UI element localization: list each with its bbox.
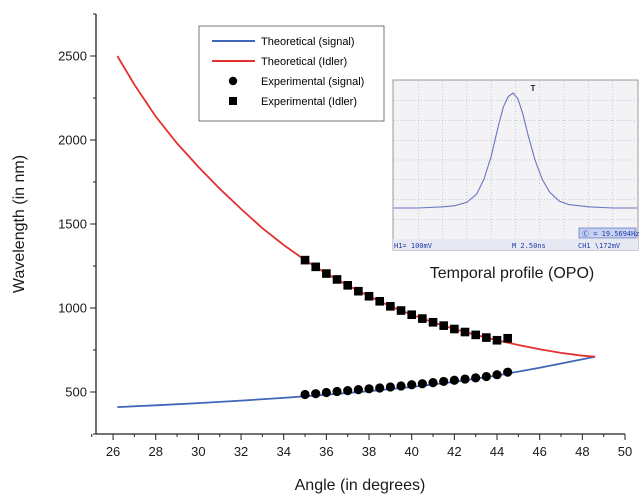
data-point-experimental-signal [471,373,481,383]
x-tick-label: 32 [234,444,248,459]
data-point-experimental-idler [343,281,353,290]
y-tick-label: 2000 [58,133,87,148]
data-point-experimental-signal [385,382,395,392]
inset-trigger-level: CH1 \172mV [578,242,621,250]
data-point-experimental-signal [449,375,459,385]
series-layer [116,55,596,408]
inset-channel-scale: H1= 100mV [394,242,433,250]
data-point-experimental-signal [364,384,374,394]
data-point-experimental-signal [439,376,449,387]
data-point-experimental-idler [407,310,416,320]
data-point-experimental-idler [386,302,395,311]
data-point-experimental-idler [354,286,363,296]
data-point-experimental-signal [407,380,417,390]
data-point-experimental-idler [460,327,470,337]
x-axis-title: Angle (in degrees) [295,477,426,494]
inset-trigger-marker: T [531,84,536,93]
data-point-experimental-idler [482,333,491,342]
x-tick-label: 42 [447,444,461,459]
legend-label-theoretical-signal: Theoretical (signal) [261,36,355,48]
data-point-experimental-signal [396,381,406,391]
data-point-experimental-idler [375,296,384,306]
data-point-experimental-idler [332,275,342,284]
data-point-experimental-signal [428,377,438,388]
data-point-experimental-signal [311,389,321,399]
data-point-experimental-idler [450,324,459,334]
data-point-experimental-signal [353,385,363,395]
inset-status-bar [393,239,638,250]
inset-oscilloscope: T Ⓒ = 19.5694Hz H1= 100mV M 2.50ns CH1 \… [392,79,640,282]
data-point-experimental-signal [343,386,353,396]
inset-frequency-box [578,227,637,239]
y-tick-label: 2500 [58,49,87,64]
data-point-experimental-idler [471,330,480,340]
y-tick-label: 500 [65,385,87,400]
y-tick-label: 1000 [58,301,87,316]
data-point-experimental-idler [396,306,406,315]
data-point-experimental-idler [322,269,331,278]
legend-swatch-experimental-idler [229,97,237,105]
x-ticks: 26 28 30 32 34 36 38 40 42 44 46 48 50 [91,434,632,459]
data-point-experimental-idler [439,321,448,330]
x-tick-label: 40 [404,444,418,459]
y-axis-title: Wavelength (in nm) [11,155,28,293]
legend-swatch-experimental-signal [228,76,238,86]
x-tick-label: 38 [362,444,376,459]
x-tick-label: 26 [106,444,120,459]
legend: Theoretical (signal) Theoretical (Idler)… [198,25,385,122]
inset-pulse-trace [394,92,637,209]
x-tick-label: 46 [532,444,546,459]
data-point-experimental-idler [418,314,427,323]
y-ticks: 500 1000 1500 2000 2500 [58,13,96,435]
legend-label-theoretical-idler: Theoretical (Idler) [261,56,347,68]
data-point-experimental-idler [364,291,374,301]
legend-label-experimental-signal: Experimental (signal) [261,76,364,88]
legend-label-experimental-idler: Experimental (Idler) [261,96,357,108]
inset-frequency-readout: Ⓒ = 19.5694Hz [582,230,640,238]
x-tick-label: 44 [490,444,504,459]
data-point-experimental-signal [321,387,331,398]
data-point-experimental-idler [428,317,438,327]
data-point-experimental-signal [492,370,502,380]
inset-caption: Temporal profile (OPO) [430,265,595,282]
data-point-experimental-signal [332,386,342,397]
series-line-theoretical-signal [117,355,596,408]
y-tick-label: 1500 [58,217,87,232]
data-point-experimental-idler [311,262,321,272]
data-point-experimental-signal [503,367,513,377]
x-tick-label: 48 [575,444,589,459]
x-tick-label: 28 [148,444,162,459]
data-point-experimental-signal [481,371,491,382]
data-point-experimental-idler [503,333,512,343]
inset-timebase: M 2.50ns [512,242,546,250]
data-point-experimental-idler [492,335,502,345]
x-tick-label: 36 [319,444,333,459]
data-point-experimental-signal [460,374,470,384]
x-tick-label: 30 [191,444,205,459]
data-point-experimental-signal [375,383,385,393]
inset-grid [394,81,637,239]
data-point-experimental-signal [417,379,427,389]
x-tick-label: 34 [276,444,290,459]
data-point-experimental-signal [300,389,310,400]
data-point-experimental-idler [300,255,310,265]
x-tick-label: 50 [618,444,632,459]
